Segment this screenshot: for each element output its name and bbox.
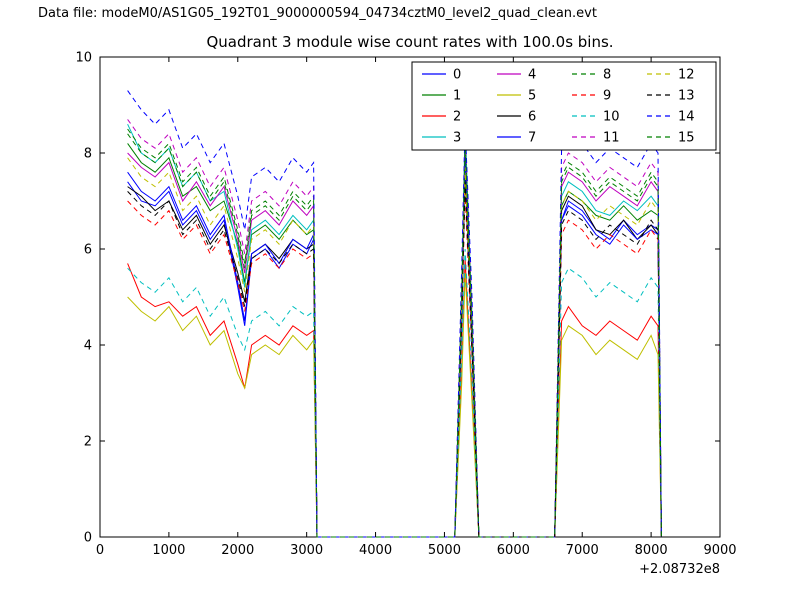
series-line-5 bbox=[127, 272, 662, 538]
x-tick-label: 0 bbox=[96, 543, 104, 558]
legend-label: 5 bbox=[528, 89, 536, 104]
legend-item-9: 9 bbox=[572, 89, 611, 104]
legend-item-0: 0 bbox=[422, 68, 461, 83]
legend-label: 1 bbox=[453, 89, 461, 104]
y-tick-label: 2 bbox=[84, 435, 92, 450]
x-tick-label: 1000 bbox=[152, 543, 185, 558]
series-lines bbox=[127, 90, 662, 538]
legend-item-12: 12 bbox=[647, 68, 695, 83]
x-axis-offset-label: +2.08732e8 bbox=[639, 562, 720, 577]
legend-item-2: 2 bbox=[422, 110, 461, 125]
legend-label: 9 bbox=[603, 89, 611, 104]
legend-item-7: 7 bbox=[497, 131, 536, 146]
series-line-11 bbox=[127, 119, 662, 538]
legend-item-11: 11 bbox=[572, 131, 620, 146]
x-tick-label: 3000 bbox=[290, 543, 323, 558]
x-tick-label: 8000 bbox=[635, 543, 668, 558]
series-line-15 bbox=[127, 133, 662, 538]
legend-label: 8 bbox=[603, 68, 611, 83]
legend-label: 13 bbox=[678, 89, 695, 104]
series-line-10 bbox=[127, 248, 662, 538]
y-tick-label: 6 bbox=[84, 243, 92, 258]
x-tick-label: 4000 bbox=[359, 543, 392, 558]
legend-label: 4 bbox=[528, 68, 536, 83]
legend-label: 11 bbox=[603, 131, 620, 146]
y-tick-label: 10 bbox=[75, 51, 92, 66]
legend-label: 14 bbox=[678, 110, 695, 125]
y-tick-label: 4 bbox=[84, 339, 92, 354]
series-line-6 bbox=[127, 172, 662, 538]
series-line-14 bbox=[127, 90, 662, 538]
legend-item-14: 14 bbox=[647, 110, 695, 125]
series-line-7 bbox=[127, 157, 662, 538]
legend-label: 3 bbox=[453, 131, 461, 146]
legend-label: 12 bbox=[678, 68, 695, 83]
legend-item-8: 8 bbox=[572, 68, 611, 83]
y-tick-label: 8 bbox=[84, 147, 92, 162]
legend-label: 6 bbox=[528, 110, 536, 125]
legend-label: 0 bbox=[453, 68, 461, 83]
legend-item-10: 10 bbox=[572, 110, 620, 125]
legend-item-5: 5 bbox=[497, 89, 536, 104]
legend-item-3: 3 bbox=[422, 131, 461, 146]
legend-item-4: 4 bbox=[497, 68, 536, 83]
series-line-12 bbox=[127, 157, 662, 538]
x-tick-label: 5000 bbox=[428, 543, 461, 558]
datafile-label: Data file: modeM0/AS1G05_192T01_90000005… bbox=[38, 6, 597, 21]
y-tick-label: 0 bbox=[84, 531, 92, 546]
x-tick-label: 6000 bbox=[497, 543, 530, 558]
legend-item-15: 15 bbox=[647, 131, 695, 146]
legend-item-1: 1 bbox=[422, 89, 461, 104]
legend-label: 10 bbox=[603, 110, 620, 125]
series-line-8 bbox=[127, 128, 662, 538]
legend-box bbox=[411, 61, 717, 151]
legend-label: 15 bbox=[678, 131, 695, 146]
series-line-2 bbox=[127, 258, 662, 538]
x-tick-label: 9000 bbox=[703, 543, 736, 558]
legend-label: 2 bbox=[453, 110, 461, 125]
legend-item-13: 13 bbox=[647, 89, 695, 104]
x-tick-label: 7000 bbox=[566, 543, 599, 558]
chart-title: Quadrant 3 module wise count rates with … bbox=[206, 33, 614, 51]
legend-label: 7 bbox=[528, 131, 536, 146]
axis-ticks: 0 1000 2000 3000 4000 5000 6000 7000 8000 9000 0 2 4… bbox=[75, 51, 736, 559]
x-tick-label: 2000 bbox=[221, 543, 254, 558]
legend-item-6: 6 bbox=[497, 110, 536, 125]
